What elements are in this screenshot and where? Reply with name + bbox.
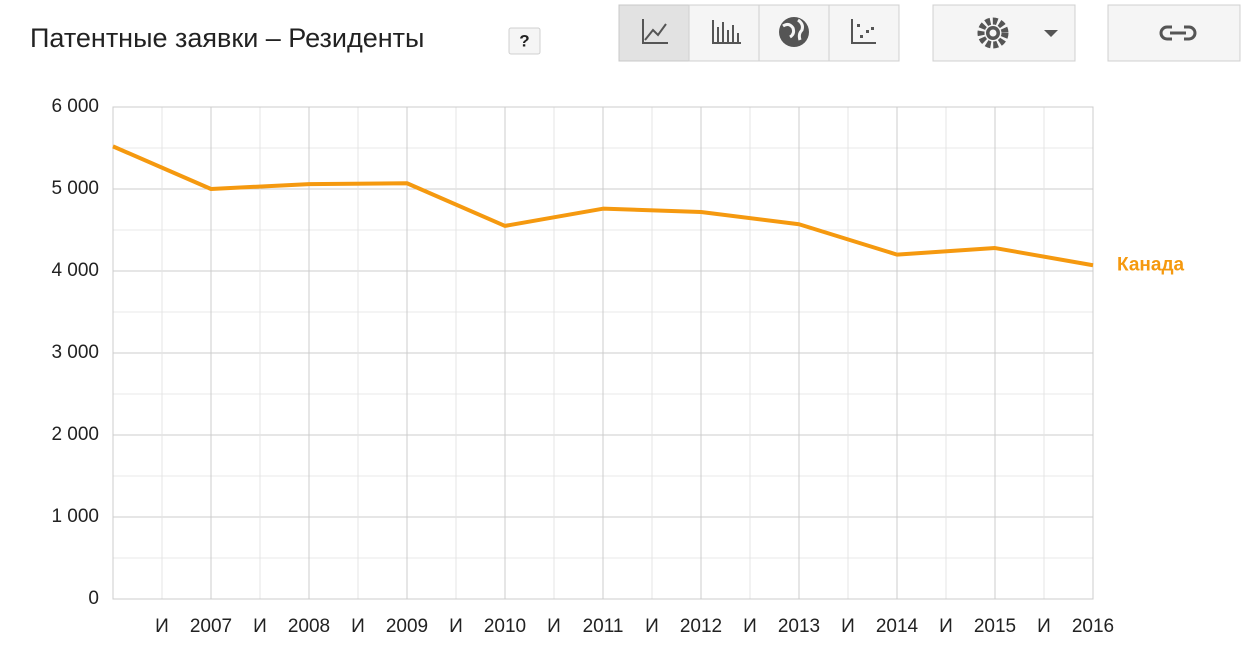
x-tick-label: И <box>841 616 855 637</box>
x-tick-label: 2010 <box>484 616 526 637</box>
x-tick-label: И <box>253 616 267 637</box>
x-tick-label: И <box>351 616 365 637</box>
y-tick-label: 5 000 <box>51 178 99 199</box>
x-tick-label: И <box>939 616 953 637</box>
scatter-button[interactable] <box>828 4 900 62</box>
series-line <box>112 144 1094 268</box>
x-tick-label: 2009 <box>386 616 428 637</box>
bar-icon <box>712 20 741 44</box>
scatter-icon <box>851 19 876 44</box>
x-tick-label: И <box>743 616 757 637</box>
help-button[interactable]: ? <box>508 27 541 55</box>
x-tick-label: И <box>645 616 659 637</box>
dropdown-arrow <box>1044 30 1058 37</box>
x-tick-label: И <box>1037 616 1051 637</box>
line-chart-button[interactable] <box>618 4 690 62</box>
help-text: ? <box>519 31 529 50</box>
link-icon <box>1159 25 1197 41</box>
x-tick-label: И <box>547 616 561 637</box>
chart-title: Патентные заявки – Резиденты <box>30 23 424 53</box>
y-tick-label: 3 000 <box>51 342 99 363</box>
line-icon <box>642 19 668 44</box>
x-tick-label: 2015 <box>974 616 1016 637</box>
plot-frame <box>112 106 1094 600</box>
y-tick-label: 1 000 <box>51 506 99 527</box>
x-tick-label: 2007 <box>190 616 232 637</box>
y-tick-label: 6 000 <box>51 96 99 117</box>
link-button[interactable] <box>1107 4 1241 62</box>
x-tick-label: 2011 <box>583 616 624 637</box>
x-tick-label: И <box>449 616 463 637</box>
x-tick-label: 2013 <box>778 616 820 637</box>
y-tick-label: 4 000 <box>51 260 99 281</box>
y-tick-label: 2 000 <box>51 424 99 445</box>
x-tick-label: И <box>155 616 169 637</box>
series-label: Канада <box>1117 254 1184 275</box>
gear-icon <box>977 17 1009 49</box>
x-tick-label: 2012 <box>680 616 722 637</box>
x-tick-label: 2014 <box>876 616 919 637</box>
x-tick-label: 2016 <box>1072 616 1114 637</box>
y-tick-label: 0 <box>88 588 99 609</box>
x-tick-label: 2008 <box>288 616 330 637</box>
